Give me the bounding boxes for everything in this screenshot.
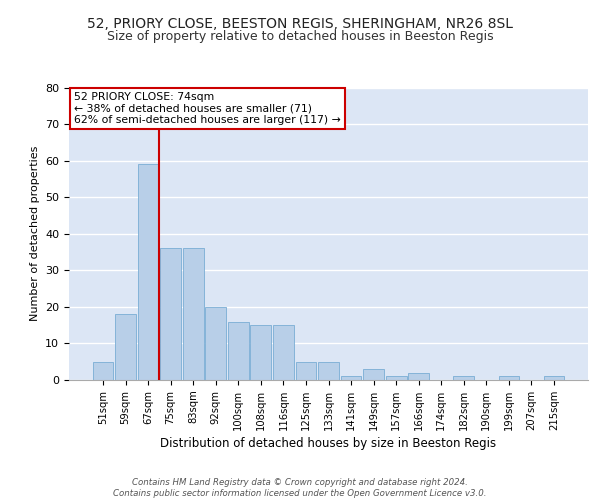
Text: Size of property relative to detached houses in Beeston Regis: Size of property relative to detached ho… <box>107 30 493 43</box>
Bar <box>409 372 429 380</box>
Text: 52 PRIORY CLOSE: 74sqm
← 38% of detached houses are smaller (71)
62% of semi-det: 52 PRIORY CLOSE: 74sqm ← 38% of detached… <box>74 92 341 125</box>
X-axis label: Distribution of detached houses by size in Beeston Regis: Distribution of detached houses by size … <box>160 437 497 450</box>
Bar <box>160 248 181 380</box>
Bar <box>137 164 158 380</box>
Bar <box>115 314 136 380</box>
Bar <box>205 307 226 380</box>
Bar <box>454 376 474 380</box>
Bar <box>296 362 316 380</box>
Y-axis label: Number of detached properties: Number of detached properties <box>29 146 40 322</box>
Bar <box>544 376 565 380</box>
Bar <box>341 376 361 380</box>
Text: 52, PRIORY CLOSE, BEESTON REGIS, SHERINGHAM, NR26 8SL: 52, PRIORY CLOSE, BEESTON REGIS, SHERING… <box>87 18 513 32</box>
Bar <box>92 362 113 380</box>
Bar <box>363 369 384 380</box>
Bar <box>499 376 520 380</box>
Bar <box>183 248 203 380</box>
Bar <box>273 325 294 380</box>
Bar <box>386 376 407 380</box>
Bar <box>250 325 271 380</box>
Bar <box>318 362 339 380</box>
Bar <box>228 322 248 380</box>
Text: Contains HM Land Registry data © Crown copyright and database right 2024.
Contai: Contains HM Land Registry data © Crown c… <box>113 478 487 498</box>
